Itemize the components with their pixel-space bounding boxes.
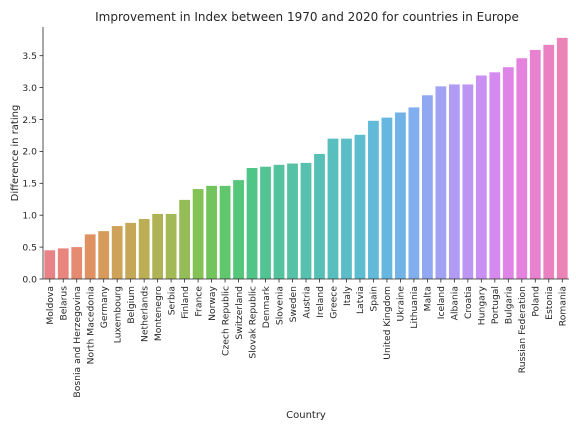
x-tick-label: Ireland <box>315 286 326 318</box>
x-tick-label: Luxembourg <box>112 286 123 343</box>
x-tick-label: Finland <box>180 286 191 319</box>
bar <box>192 189 204 279</box>
bar <box>273 164 285 279</box>
bar <box>529 49 541 279</box>
x-tick-label: Romania <box>558 286 569 326</box>
y-tick-label: 1.0 <box>22 211 37 222</box>
x-tick-label: Lithuania <box>409 286 420 329</box>
bar <box>287 163 298 279</box>
bar <box>543 44 555 279</box>
x-tick-label: Slovak Republic <box>247 286 258 359</box>
y-tick-label: 0.0 <box>22 274 37 285</box>
x-tick-label: Estonia <box>544 286 555 320</box>
x-tick-label: Slovenia <box>274 286 285 325</box>
x-tick-label: Denmark <box>261 285 272 328</box>
x-tick-label: France <box>193 286 204 317</box>
x-tick-label: Netherlands <box>139 286 150 342</box>
x-tick-label: United Kingdom <box>382 286 393 360</box>
bar <box>71 247 83 279</box>
bar <box>327 138 339 279</box>
x-tick-label: Moldova <box>45 286 56 325</box>
x-tick-label: Croatia <box>463 286 474 319</box>
bar <box>44 250 56 279</box>
bar <box>125 222 137 279</box>
bar <box>489 72 501 279</box>
bar <box>138 219 150 279</box>
bar <box>179 199 191 279</box>
x-tick-label: Italy <box>342 285 353 305</box>
x-tick-label: North Macedonia <box>86 286 97 364</box>
x-tick-label: Spain <box>369 286 380 312</box>
chart-title: Improvement in Index between 1970 and 20… <box>95 10 519 24</box>
bar <box>395 112 406 279</box>
x-tick-label: Serbia <box>166 286 177 315</box>
x-tick-label: Hungary <box>477 285 488 325</box>
bar <box>421 95 433 279</box>
x-tick-label: Ukraine <box>396 286 407 322</box>
bar <box>152 213 164 279</box>
x-tick-label: Russian Federation <box>517 286 528 373</box>
bar <box>448 84 460 279</box>
y-tick-label: 1.5 <box>22 179 37 190</box>
x-tick-label: Bulgaria <box>504 286 515 324</box>
x-tick-label: Malta <box>423 286 434 311</box>
bar <box>368 120 379 279</box>
bar <box>300 162 312 279</box>
bar <box>408 107 420 279</box>
bar <box>165 213 177 279</box>
x-tick-label: Austria <box>301 286 312 318</box>
x-tick-label: Albania <box>450 286 461 320</box>
bars <box>44 37 568 280</box>
x-tick-label: Greece <box>328 286 339 319</box>
bar <box>435 86 447 280</box>
y-axis-ticks: 0.0 0.5 1.0 1.5 2.0 2.5 3.0 3.5 <box>22 51 43 285</box>
x-axis-label: Country <box>286 410 326 421</box>
bar <box>556 37 568 280</box>
bar <box>98 231 110 279</box>
bar <box>57 248 69 279</box>
bar <box>516 58 528 280</box>
bar <box>502 67 514 279</box>
x-tick-label: Latvia <box>355 286 366 314</box>
y-tick-label: 2.5 <box>22 115 37 126</box>
x-tick-label: Belarus <box>59 286 70 321</box>
x-tick-label: Portugal <box>490 286 501 324</box>
bar <box>314 153 325 279</box>
x-axis-ticks: Moldova Belarus Bosnia and Herzegovina Nort… <box>45 279 569 398</box>
x-tick-label: Bosnia and Herzegovina <box>72 286 83 398</box>
bar <box>233 180 244 279</box>
x-tick-label: Czech Republic <box>220 286 231 356</box>
bar <box>111 226 123 279</box>
bar <box>219 185 231 279</box>
bar <box>260 166 271 279</box>
x-tick-label: Switzerland <box>234 286 245 340</box>
bar <box>475 75 487 279</box>
x-tick-label: Iceland <box>436 286 447 319</box>
x-tick-label: Norway <box>207 285 218 320</box>
y-axis-label: Difference in rating <box>10 105 21 202</box>
bar <box>206 185 217 279</box>
x-tick-label: Montenegro <box>153 286 164 342</box>
bar <box>246 167 258 279</box>
x-tick-label: Sweden <box>288 286 299 322</box>
y-tick-label: 3.0 <box>22 83 37 94</box>
x-tick-label: Poland <box>531 286 542 317</box>
bar <box>84 234 96 279</box>
y-tick-label: 0.5 <box>22 242 37 253</box>
bar <box>354 134 366 279</box>
x-tick-label: Germany <box>99 285 110 328</box>
bar <box>462 84 474 279</box>
bar <box>381 117 393 279</box>
bar <box>341 138 352 279</box>
x-tick-label: Belgium <box>126 286 137 324</box>
y-tick-label: 3.5 <box>22 51 37 62</box>
y-tick-label: 2.0 <box>22 147 37 158</box>
